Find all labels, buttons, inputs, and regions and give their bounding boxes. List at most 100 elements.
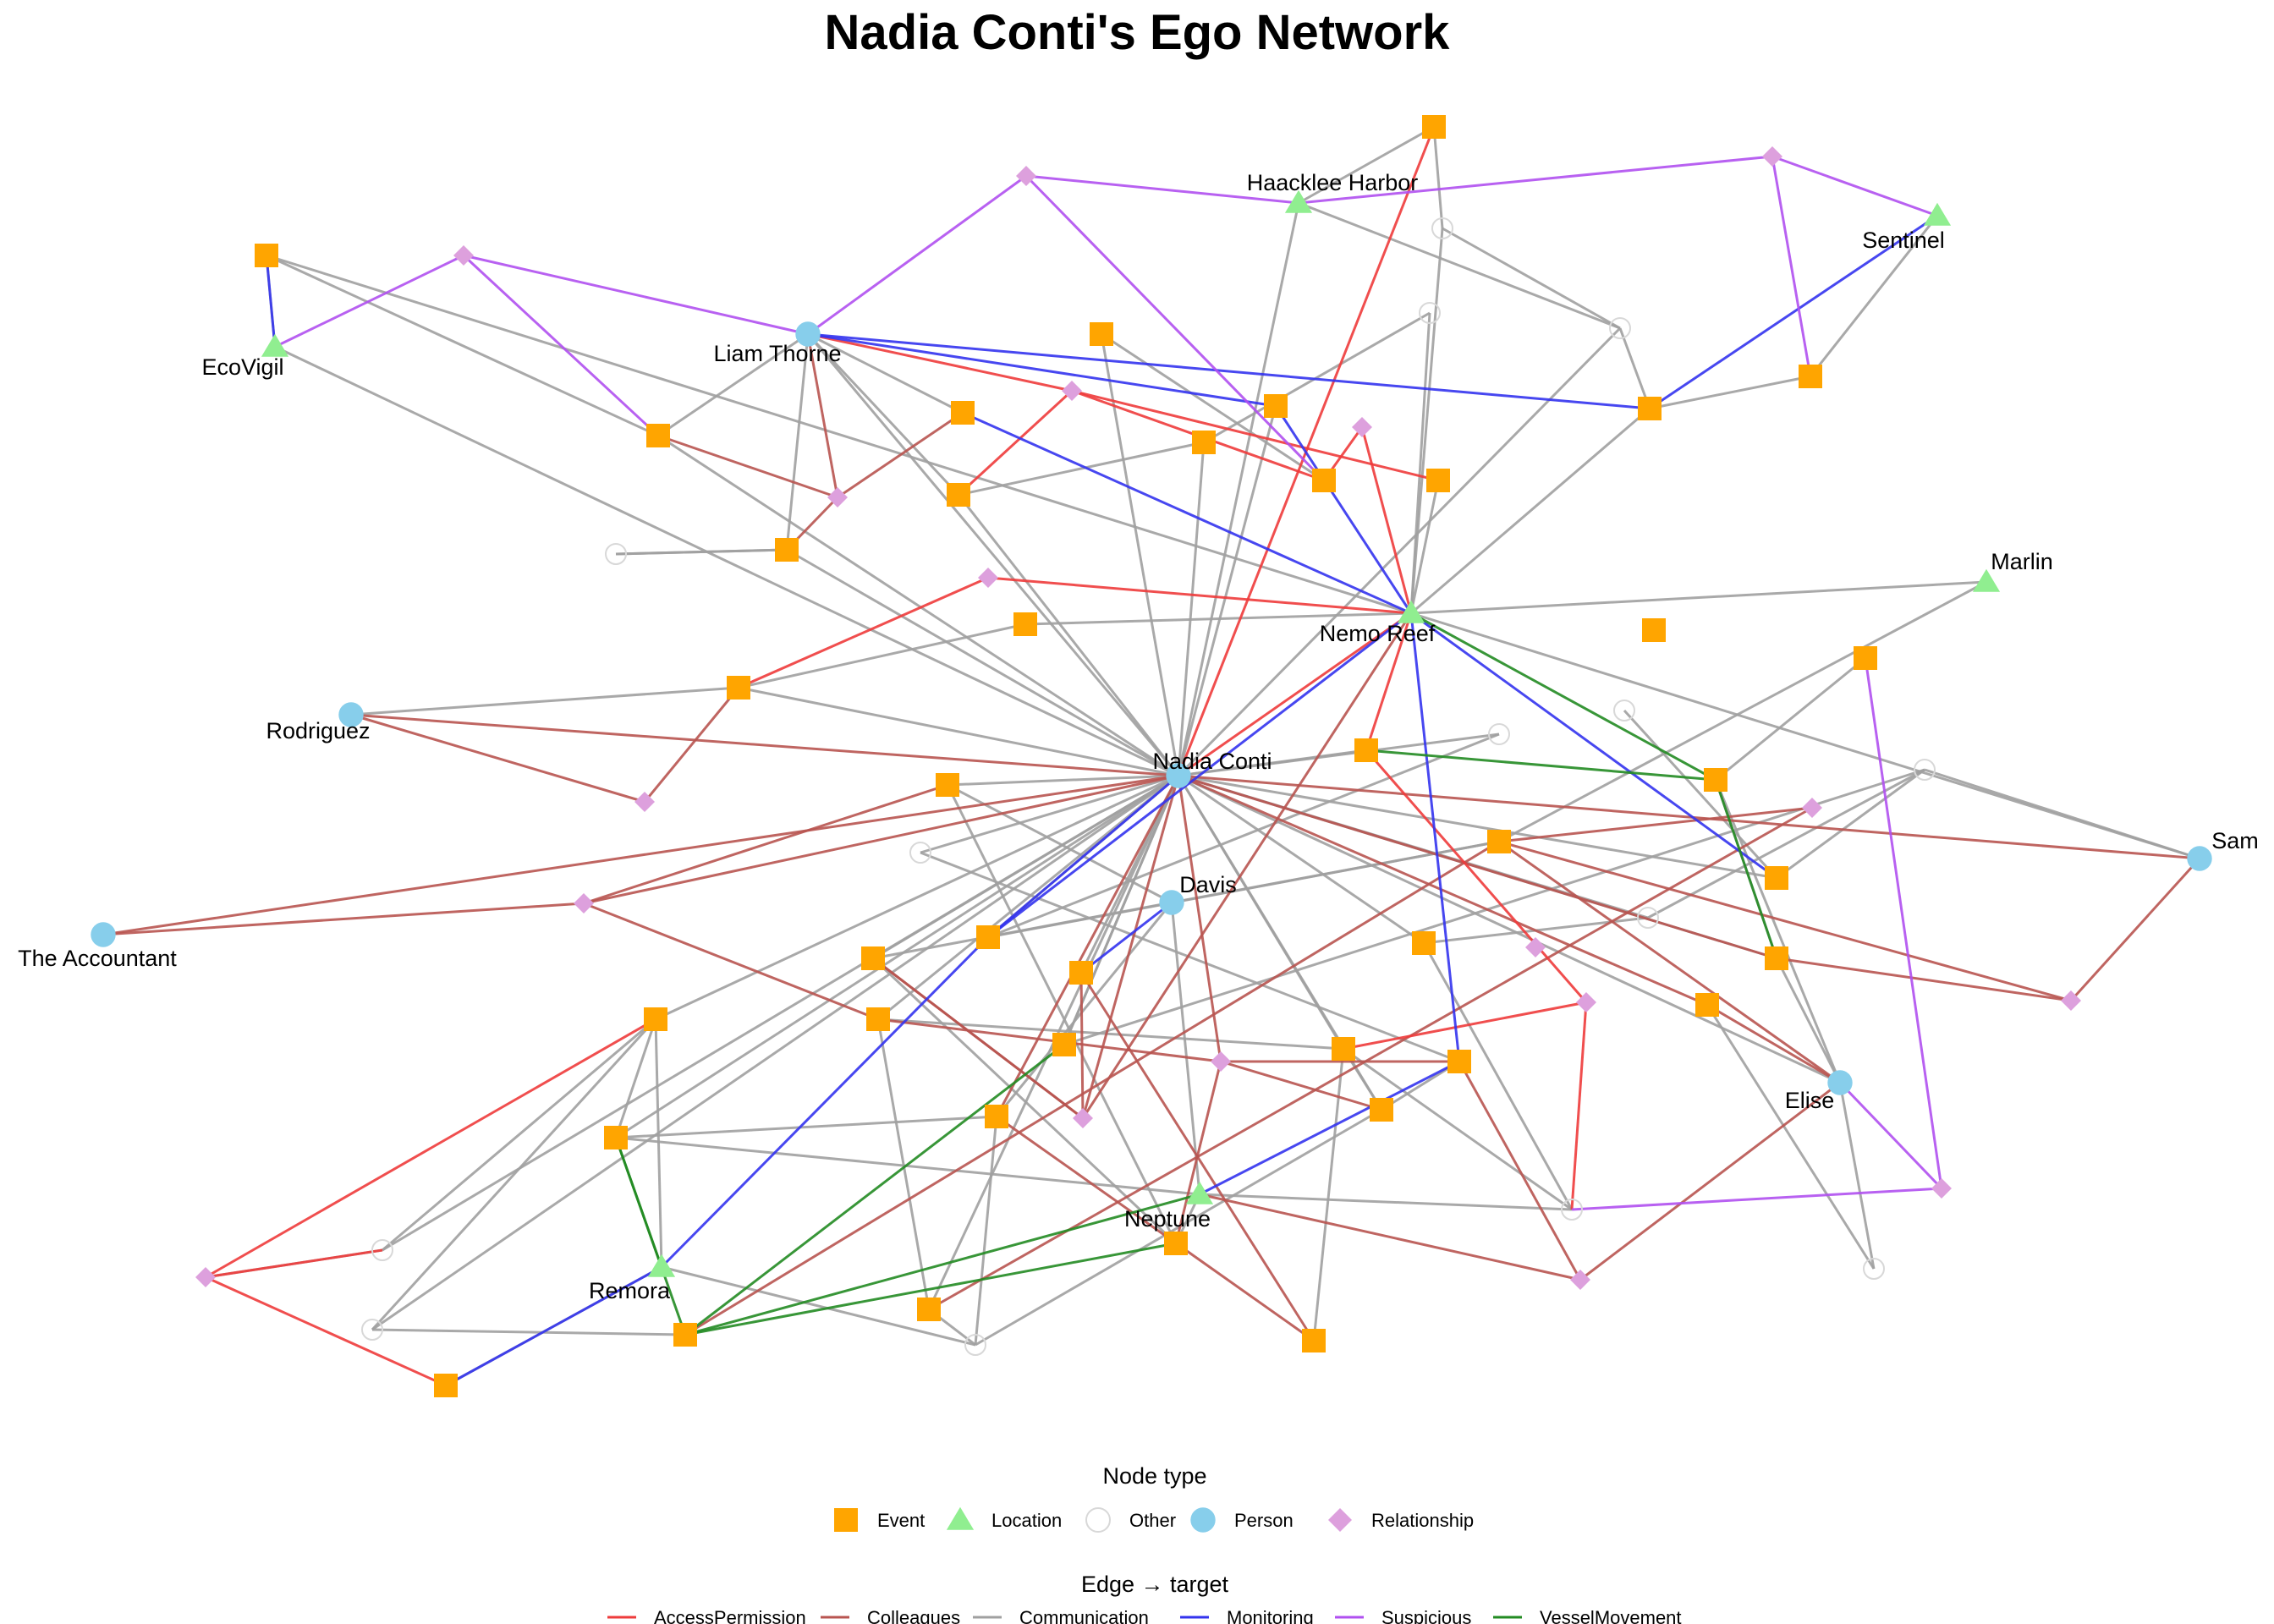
event-node: [604, 1126, 628, 1149]
legend-event-label: Event: [877, 1510, 925, 1531]
edge-communication: [1924, 768, 2200, 860]
event-node: [1192, 431, 1216, 454]
edge-colleagues: [1458, 1061, 1582, 1281]
other-node: [605, 543, 627, 565]
event-node: [1370, 1098, 1393, 1122]
edge-colleagues: [583, 783, 948, 905]
legend-monitoring-label: Monitoring: [1227, 1607, 1314, 1624]
edge-communication: [1432, 126, 1444, 229]
edge-communication: [615, 774, 1179, 1139]
edge-communication: [657, 332, 809, 437]
event-node: [1264, 394, 1288, 418]
edge-communication: [657, 434, 1179, 777]
event-node: [1052, 1033, 1076, 1056]
edge-communication: [1410, 612, 2200, 860]
edge-communication: [1409, 480, 1440, 614]
edge-colleagues: [1706, 1003, 1841, 1084]
node-label-neptune: Neptune: [1124, 1206, 1211, 1232]
edge-suspicious: [1025, 174, 1299, 205]
edge-communication: [1649, 375, 1811, 410]
edge-communication: [1623, 709, 1778, 880]
event-node: [255, 244, 278, 267]
edge-accesspermission: [205, 1276, 447, 1387]
nodes-layer: [91, 115, 2212, 1397]
event-node: [727, 676, 750, 700]
event-node: [1013, 612, 1037, 636]
edge-communication: [266, 254, 1412, 615]
relationship-node: [1016, 166, 1036, 186]
node-label-sentinel: Sentinel: [1862, 228, 1945, 253]
edge-colleagues: [1081, 775, 1180, 1119]
edge-monitoring: [807, 332, 1277, 408]
legend-suspicious-label: Suspicious: [1381, 1607, 1471, 1624]
edge-communication: [266, 254, 659, 437]
person-node-sam: [2187, 846, 2212, 871]
edge-suspicious: [1771, 156, 1812, 377]
edge-vesselmovement: [684, 1193, 1200, 1336]
edge-colleagues: [1199, 1193, 1581, 1281]
edge-communication: [1063, 768, 1925, 1046]
event-node: [1765, 866, 1788, 890]
relationship-node: [1211, 1051, 1231, 1072]
edge-accesspermission: [1360, 426, 1413, 614]
edge-accesspermission: [1178, 612, 1412, 777]
edge-accesspermission: [957, 389, 1074, 497]
edge-communication: [738, 686, 1179, 777]
edge-communication: [957, 494, 1180, 776]
other-node: [371, 1239, 393, 1261]
edge-communication: [871, 957, 1178, 1245]
event-node: [1426, 469, 1450, 492]
edge-communication: [1498, 580, 1987, 843]
relationship-node: [1062, 381, 1082, 401]
node-label-remora: Remora: [589, 1278, 671, 1303]
person-node-elise: [1827, 1070, 1853, 1095]
edge-accesspermission: [807, 332, 1073, 392]
edge-monitoring: [1649, 214, 1938, 410]
event-node: [646, 424, 670, 447]
legend-event-symbol: [834, 1508, 858, 1532]
edge-legend-title: Edge → target: [1081, 1572, 1229, 1597]
edge-colleagues: [1498, 806, 1813, 843]
event-node: [1638, 397, 1662, 420]
other-node: [1488, 723, 1510, 745]
other-node: [1609, 317, 1631, 339]
edge-monitoring: [445, 1265, 662, 1387]
edge-communication: [920, 851, 1460, 1063]
edge-vesselmovement: [1365, 749, 1716, 782]
edge-communication: [1199, 1193, 1573, 1211]
event-node: [1854, 646, 1877, 670]
node-label-accountant: The Accountant: [18, 946, 177, 971]
edge-colleagues: [837, 411, 964, 499]
event-node: [1704, 768, 1727, 792]
edge-communication: [1343, 1047, 1573, 1211]
edge-accesspermission: [205, 1018, 656, 1279]
edge-communication: [615, 1115, 997, 1139]
edge-colleagues: [996, 1115, 1315, 1342]
edge-suspicious: [1024, 174, 1326, 482]
edge-colleagues: [1174, 1061, 1222, 1244]
location-node-nemo: [1397, 600, 1425, 623]
edge-colleagues: [806, 333, 839, 498]
relationship-node: [1802, 798, 1822, 818]
other-node: [964, 1334, 986, 1356]
person-node-accountant: [91, 922, 116, 947]
event-node: [947, 483, 970, 507]
edge-communication: [1298, 125, 1435, 205]
edge-communication: [661, 1265, 976, 1347]
legend-person-symbol: [1190, 1507, 1216, 1533]
edge-communication: [947, 774, 1179, 787]
edge-communication: [920, 774, 1179, 854]
edge-communication: [1177, 326, 1622, 777]
legend-other-label: Other: [1129, 1510, 1176, 1531]
relationship-node: [1762, 146, 1782, 167]
legend-communication-label: Communication: [1019, 1607, 1149, 1624]
edge-communication: [1647, 768, 1925, 919]
edge-colleagues: [2069, 857, 2201, 1002]
relationship-node: [1570, 1270, 1590, 1290]
edge-communication: [1410, 407, 1651, 615]
edge-suspicious: [1864, 657, 1943, 1189]
person-node-rodriguez: [338, 702, 364, 727]
edge-colleagues: [1498, 840, 2072, 1002]
edge-communication: [958, 441, 1205, 497]
